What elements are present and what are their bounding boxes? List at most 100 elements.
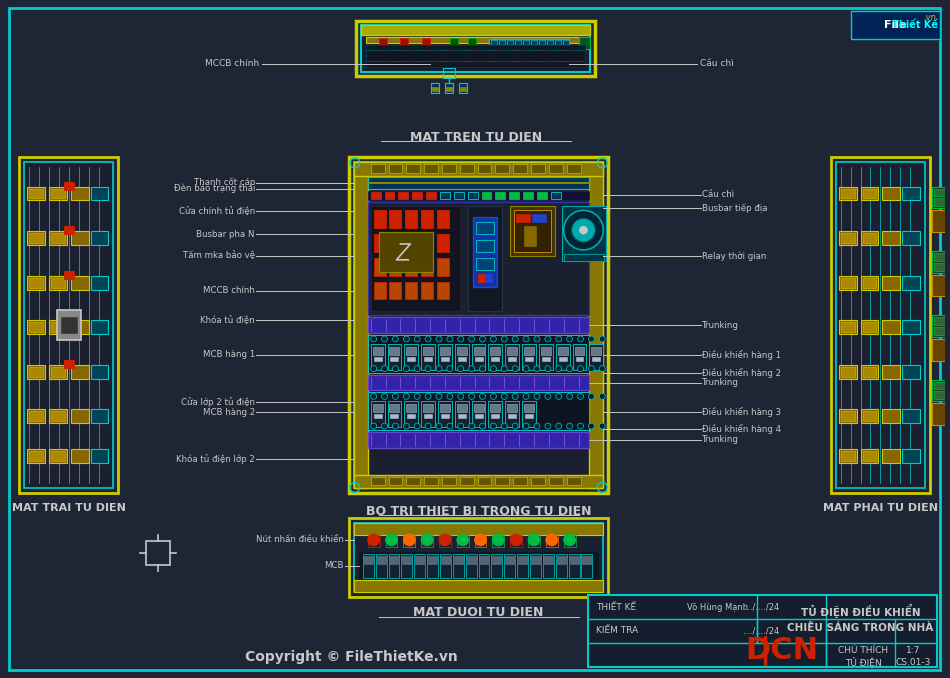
Bar: [932, 315, 950, 337]
Bar: [389, 164, 403, 173]
Bar: [556, 554, 566, 578]
Circle shape: [436, 336, 442, 342]
Circle shape: [404, 534, 415, 546]
Bar: [443, 68, 455, 78]
Bar: [563, 535, 576, 547]
Bar: [64, 182, 74, 190]
Text: Busbar tiếp địa: Busbar tiếp địa: [702, 203, 768, 213]
Bar: [539, 40, 545, 46]
Bar: [934, 382, 948, 389]
Bar: [370, 477, 385, 485]
Bar: [442, 164, 456, 173]
Circle shape: [382, 365, 388, 372]
Circle shape: [490, 336, 497, 342]
Circle shape: [490, 423, 497, 429]
Circle shape: [523, 393, 529, 399]
Bar: [902, 410, 920, 423]
Circle shape: [458, 393, 464, 399]
Bar: [541, 347, 551, 355]
Circle shape: [458, 365, 464, 372]
Bar: [524, 226, 536, 246]
Bar: [934, 199, 948, 206]
Bar: [839, 410, 857, 423]
Bar: [932, 186, 950, 208]
Bar: [361, 25, 590, 35]
Bar: [441, 414, 448, 418]
Bar: [454, 556, 463, 563]
Bar: [467, 206, 503, 311]
Circle shape: [382, 423, 388, 429]
Circle shape: [502, 365, 507, 372]
Bar: [902, 276, 920, 290]
Bar: [361, 25, 590, 72]
Circle shape: [425, 393, 431, 399]
Bar: [370, 164, 385, 173]
Text: MAT TREN TU DIEN: MAT TREN TU DIEN: [409, 131, 542, 144]
Bar: [482, 192, 491, 199]
Bar: [51, 233, 65, 243]
Bar: [90, 276, 108, 290]
Circle shape: [436, 365, 442, 372]
Bar: [523, 192, 533, 199]
Bar: [488, 401, 503, 427]
Bar: [495, 477, 509, 485]
Bar: [421, 344, 435, 370]
Bar: [932, 210, 950, 232]
Circle shape: [566, 393, 573, 399]
Bar: [440, 192, 450, 199]
Bar: [558, 347, 568, 355]
Circle shape: [446, 365, 453, 372]
Bar: [421, 535, 433, 547]
Bar: [551, 192, 560, 199]
Circle shape: [566, 336, 573, 342]
Bar: [530, 554, 541, 578]
Circle shape: [545, 365, 551, 372]
Circle shape: [404, 393, 409, 399]
Bar: [839, 276, 857, 290]
Bar: [474, 404, 484, 412]
Bar: [575, 347, 584, 355]
Bar: [559, 357, 566, 361]
Bar: [902, 186, 920, 201]
Bar: [934, 188, 948, 197]
Circle shape: [578, 423, 583, 429]
Text: Thiết Kế: Thiết Kế: [892, 20, 938, 31]
Bar: [932, 403, 950, 425]
Bar: [28, 410, 45, 423]
Text: Cầu chì: Cầu chì: [700, 60, 734, 68]
Bar: [883, 449, 901, 462]
Bar: [386, 535, 397, 547]
Text: MCCB chính: MCCB chính: [205, 60, 258, 68]
Bar: [51, 412, 65, 421]
Bar: [588, 595, 937, 666]
Bar: [414, 554, 425, 578]
Bar: [861, 186, 879, 201]
Bar: [368, 177, 589, 188]
Bar: [421, 281, 433, 300]
Bar: [440, 404, 450, 412]
Bar: [507, 347, 517, 355]
Bar: [507, 404, 517, 412]
Text: Cửa chính tủ điện: Cửa chính tủ điện: [179, 207, 255, 216]
Circle shape: [425, 336, 431, 342]
Bar: [861, 276, 879, 290]
Text: Đèn báo trạng thái: Đèn báo trạng thái: [174, 184, 255, 193]
Circle shape: [446, 393, 453, 399]
Bar: [379, 232, 433, 272]
Circle shape: [468, 336, 475, 342]
Bar: [368, 393, 589, 430]
Bar: [593, 357, 600, 361]
Bar: [478, 164, 491, 173]
Bar: [19, 157, 119, 494]
Bar: [423, 404, 433, 412]
Bar: [516, 214, 530, 222]
Circle shape: [588, 336, 595, 342]
Bar: [421, 258, 433, 276]
Circle shape: [404, 423, 409, 429]
Bar: [406, 281, 417, 300]
Circle shape: [572, 218, 596, 242]
Bar: [390, 281, 401, 300]
Circle shape: [436, 423, 442, 429]
Bar: [90, 365, 108, 378]
Bar: [508, 414, 516, 418]
